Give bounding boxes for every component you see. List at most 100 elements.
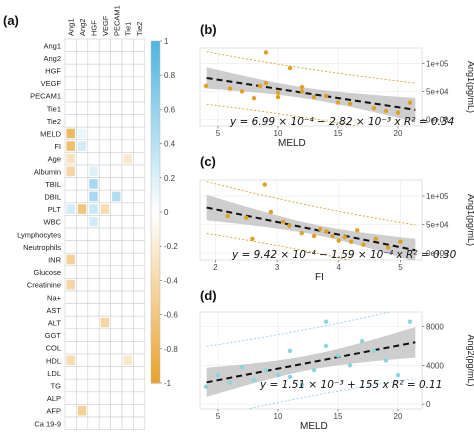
heatmap-cell	[110, 303, 123, 317]
colorbar-tick-label: 0	[164, 208, 169, 217]
data-point	[323, 93, 329, 99]
heatmap-value-cell	[77, 204, 87, 214]
colorbar-segment	[151, 224, 160, 230]
heatmap-value-cell	[89, 179, 98, 189]
heatmap-cell	[76, 366, 89, 380]
row-label: Creatinine	[27, 281, 61, 290]
heatmap-cell	[121, 328, 134, 342]
heatmap-cell	[121, 51, 134, 65]
heatmap-cell	[64, 215, 77, 229]
panel-b-scatter-meld-ang1: (b) y = 6.99 × 10⁻⁴ − 2.82 × 10⁻³ x R² = …	[199, 22, 474, 149]
regression-equation: y = 1.51 × 10⁻³ + 155 x R² = 0.11	[259, 379, 442, 391]
colorbar-segment	[151, 53, 160, 59]
heatmap-cell	[98, 76, 111, 90]
heatmap-cell	[121, 378, 134, 393]
row-label: Glucose	[33, 268, 61, 277]
data-point	[385, 245, 391, 250]
x-tick-label: 3	[275, 263, 280, 272]
prediction-upper-line	[206, 312, 392, 347]
heatmap-cell	[133, 227, 146, 241]
heatmap-cell	[98, 101, 111, 115]
prediction-lower-line	[206, 233, 351, 260]
data-point	[383, 358, 389, 363]
heatmap-cell	[87, 391, 100, 405]
heatmap-cell	[110, 215, 123, 229]
data-point	[250, 236, 255, 242]
data-point	[395, 110, 401, 115]
panel-label: (a)	[3, 13, 19, 28]
heatmap-cell	[133, 391, 146, 405]
heatmap-cell	[121, 404, 134, 418]
heatmap-value-cell	[89, 204, 98, 214]
heatmap-cell	[121, 63, 134, 78]
colorbar-segment	[151, 147, 160, 153]
data-point	[263, 80, 269, 86]
heatmap-cell	[133, 303, 146, 317]
colorbar-segment	[151, 96, 160, 102]
heatmap-cell	[64, 391, 77, 405]
colorbar-tick-label: -0.8	[164, 345, 178, 354]
heatmap-cell	[87, 252, 100, 267]
heatmap-cell	[133, 416, 146, 430]
x-tick-label: 2	[213, 263, 218, 272]
heatmap-cell	[121, 240, 134, 254]
heatmap-cell	[133, 51, 146, 65]
heatmap-cell	[76, 328, 89, 342]
heatmap-cell	[76, 341, 89, 355]
heatmap-cell	[76, 353, 89, 367]
heatmap-cell	[98, 378, 111, 393]
heatmap-cell	[98, 139, 111, 153]
heatmap-cell	[98, 391, 111, 405]
heatmap-cell	[121, 366, 134, 380]
colorbar-segment	[151, 182, 160, 187]
heatmap-cell	[64, 290, 77, 304]
prediction-lower-line	[206, 103, 360, 126]
heatmap-cell	[110, 63, 123, 78]
colorbar-segment	[151, 83, 160, 89]
heatmap-cell	[64, 189, 77, 204]
colorbar-segment	[151, 139, 160, 145]
heatmap-value-cell	[77, 405, 87, 416]
colorbar-segment	[151, 79, 160, 85]
data-point	[275, 372, 281, 378]
heatmap-cell	[133, 164, 146, 178]
colorbar-segment	[151, 353, 160, 358]
row-label: COL	[46, 344, 61, 353]
heatmap-cell	[121, 38, 134, 52]
data-point	[336, 238, 341, 243]
heatmap-cell	[98, 278, 111, 292]
colorbar-tick-label: 1	[164, 37, 169, 46]
heatmap-cell	[98, 152, 111, 166]
heatmap-cell	[64, 378, 77, 393]
y-tick-label: 5e+04	[426, 87, 449, 96]
colorbar-segment	[151, 100, 160, 106]
heatmap-cell	[110, 139, 123, 153]
data-point	[251, 377, 257, 383]
data-point	[275, 94, 281, 100]
colorbar-segment	[151, 348, 160, 354]
row-label: WBC	[44, 218, 62, 227]
data-point	[407, 319, 413, 324]
colorbar-tick-label: 0.6	[164, 105, 176, 114]
heatmap-cell	[98, 114, 111, 128]
colorbar-segment	[151, 318, 160, 324]
row-label: GGT	[45, 331, 62, 340]
heatmap-cell	[110, 290, 123, 304]
colorbar-segment	[151, 173, 160, 179]
x-tick-label: 20	[394, 412, 403, 421]
colorbar-segment	[151, 122, 160, 128]
colorbar-segment	[151, 374, 160, 380]
heatmap-cell	[76, 315, 89, 330]
heatmap-value-cell	[66, 166, 75, 177]
data-point	[342, 234, 348, 240]
data-point	[335, 353, 341, 358]
heatmap-cell	[76, 164, 89, 178]
row-label: PECAM1	[30, 92, 61, 101]
heatmap-value-cell	[100, 204, 110, 214]
heatmap-cell	[121, 177, 134, 191]
heatmap-cell	[76, 152, 89, 166]
heatmap-value-cell	[89, 191, 98, 202]
heatmap-cell	[121, 101, 134, 115]
heatmap-cell	[110, 378, 123, 393]
colorbar-segment	[151, 357, 160, 363]
